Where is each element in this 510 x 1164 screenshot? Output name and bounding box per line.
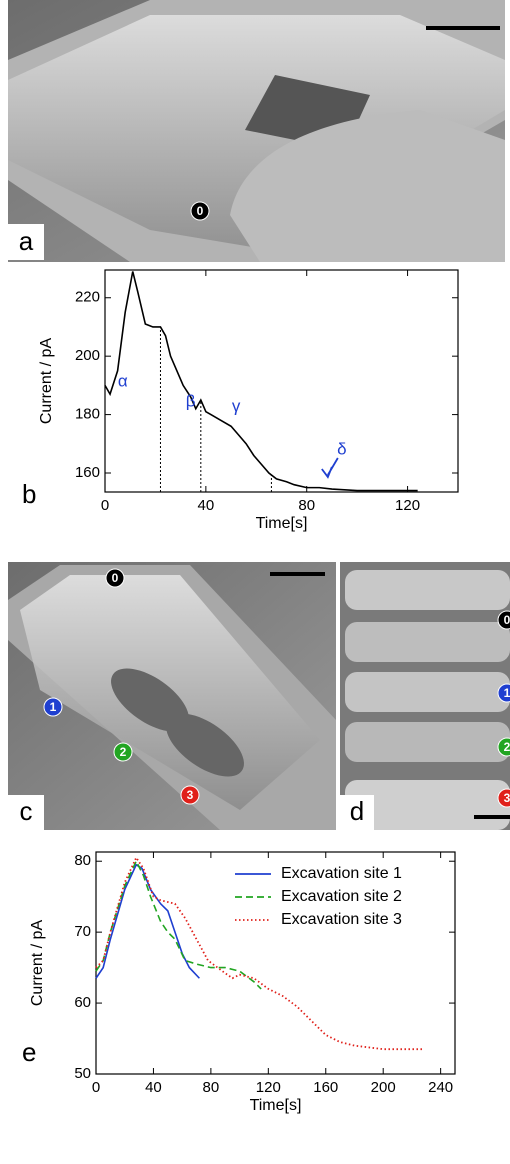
- x-tick-label: 0: [92, 1079, 100, 1096]
- phase-label: γ: [232, 396, 241, 415]
- y-tick-label: 50: [74, 1065, 91, 1082]
- x-tick-label: 200: [371, 1079, 396, 1096]
- site-marker: 1: [504, 686, 510, 700]
- site-marker: 3: [187, 788, 194, 802]
- panel-label: d: [350, 796, 364, 826]
- panel-label: b: [22, 479, 36, 509]
- x-axis-label: Time[s]: [256, 515, 308, 532]
- y-tick-label: 160: [75, 464, 100, 481]
- plot-frame: [95, 851, 456, 1075]
- x-tick-label: 40: [198, 497, 215, 514]
- site-marker: 0: [504, 613, 510, 627]
- y-tick-label: 180: [75, 406, 100, 423]
- x-tick-label: 80: [203, 1079, 220, 1096]
- x-tick-label: 120: [256, 1079, 281, 1096]
- site-marker: 2: [120, 745, 127, 759]
- data-line: [104, 271, 418, 492]
- sem-image-c: c 0 1 2 3: [8, 562, 336, 830]
- plot-frame: [104, 269, 459, 493]
- site-marker: 2: [504, 740, 510, 754]
- x-tick-label: 240: [428, 1079, 453, 1096]
- y-tick-label: 60: [74, 994, 91, 1011]
- panel-label: a: [19, 226, 34, 256]
- y-axis-label: Current / pA: [38, 338, 55, 425]
- panel-label: c: [20, 796, 33, 826]
- y-tick-label: 220: [75, 289, 100, 306]
- legend-label: Excavation site 1: [281, 865, 402, 882]
- panel-label: e: [22, 1037, 36, 1067]
- y-axis-label: Current / pA: [29, 920, 46, 1007]
- x-tick-label: 40: [145, 1079, 162, 1096]
- y-tick-label: 70: [74, 923, 91, 940]
- phase-label: α: [118, 371, 128, 390]
- site-marker: 3: [504, 791, 510, 805]
- phase-arrow: [321, 457, 339, 479]
- legend-label: Excavation site 2: [281, 888, 402, 905]
- y-tick-label: 80: [74, 852, 91, 869]
- site-marker: 0: [197, 204, 204, 218]
- sem-image-d: d 0 1 2 3: [340, 562, 510, 830]
- phase-label: β: [186, 391, 196, 410]
- x-tick-label: 160: [313, 1079, 338, 1096]
- phase-label: δ: [337, 439, 346, 458]
- x-axis-label: Time[s]: [250, 1097, 302, 1114]
- y-tick-label: 200: [75, 347, 100, 364]
- x-tick-label: 0: [101, 497, 109, 514]
- site-marker: 1: [50, 700, 57, 714]
- x-tick-label: 80: [298, 497, 315, 514]
- site-marker: 0: [112, 571, 119, 585]
- x-tick-label: 120: [395, 497, 420, 514]
- data-line: [95, 859, 262, 990]
- legend-label: Excavation site 3: [281, 911, 402, 928]
- sem-image-a: a 0: [8, 0, 505, 262]
- data-line: [95, 855, 424, 1051]
